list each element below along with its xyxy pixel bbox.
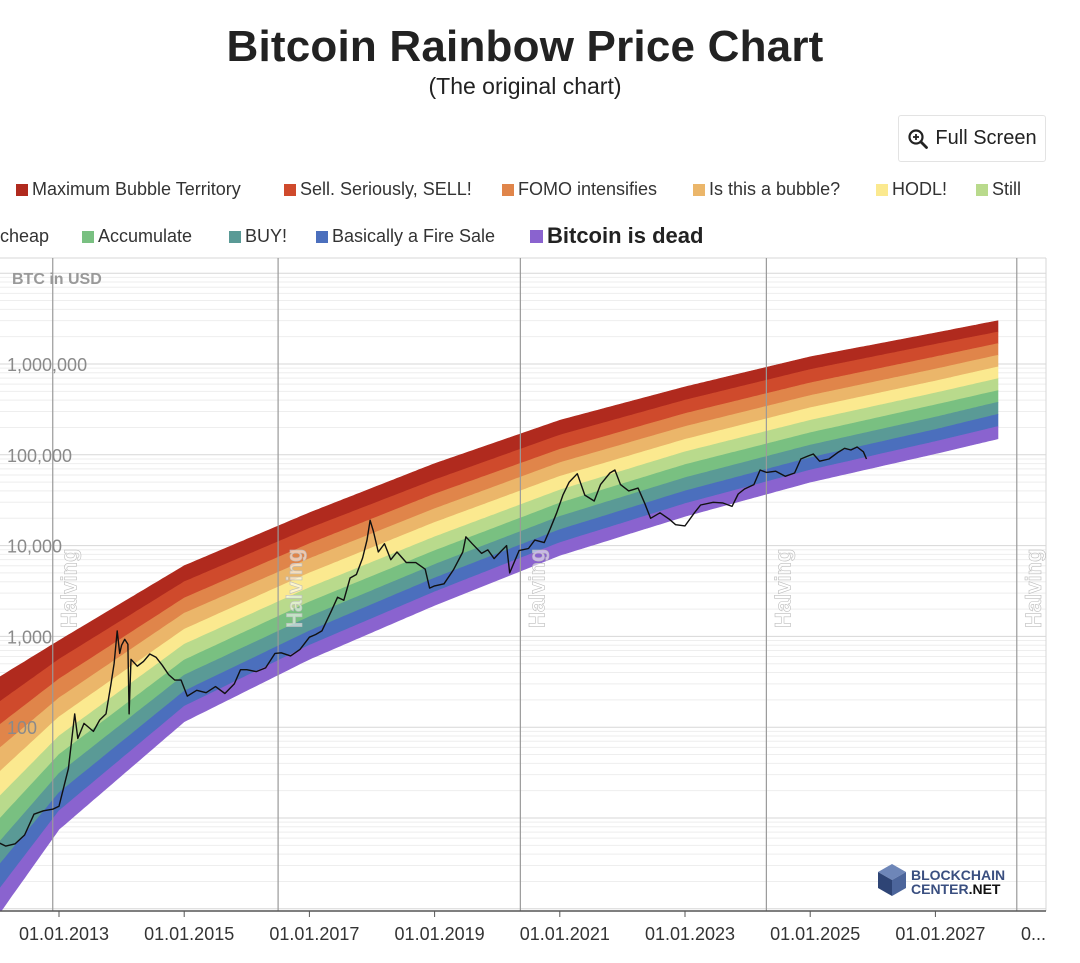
x-tick-label: 01.01.2019: [395, 924, 485, 944]
logo-text-line1: BLOCKCHAIN: [911, 867, 1005, 883]
legend-label: FOMO intensifies: [518, 179, 658, 199]
logo-cube-face: [892, 872, 906, 896]
halving-label: Halving: [1021, 549, 1046, 628]
legend-label: Bitcoin is dead: [547, 223, 704, 248]
page-title: Bitcoin Rainbow Price Chart: [226, 22, 824, 71]
halving-label: Halving: [524, 549, 549, 628]
full-screen-button[interactable]: Full Screen: [898, 115, 1046, 162]
logo-cube-face: [878, 872, 892, 896]
x-tick-label: 01.01.2021: [520, 924, 610, 944]
legend-swatch: [693, 183, 705, 196]
legend-item-still-cheap-continued[interactable]: cheap: [0, 226, 49, 247]
y-tick-label: 100: [7, 718, 37, 738]
x-tick-label: 0...: [1021, 924, 1046, 944]
legend-item-bitcoin-dead[interactable]: Bitcoin is dead: [530, 223, 703, 249]
legend-item-fire-sale[interactable]: Basically a Fire Sale: [316, 226, 495, 247]
legend-item-maximum-bubble[interactable]: Maximum Bubble Territory: [16, 179, 241, 200]
legend-swatch: [502, 183, 514, 196]
legend-swatch: [82, 230, 94, 243]
legend-swatch: [876, 183, 888, 196]
y-tick-label: 1,000,000: [7, 355, 87, 375]
y-axis-title: BTC in USD: [12, 271, 102, 288]
halving-label: Halving: [57, 549, 82, 628]
x-tick-label: 01.01.2027: [895, 924, 985, 944]
legend-swatch: [229, 230, 241, 243]
full-screen-label: Full Screen: [935, 127, 1037, 149]
zoom-in-icon: [908, 128, 929, 149]
legend-item-bubble[interactable]: Is this a bubble?: [693, 179, 840, 200]
halving-label: Halving: [282, 549, 307, 628]
legend-item-still-cheap[interactable]: Still: [976, 179, 1021, 200]
legend-label: Maximum Bubble Territory: [32, 179, 241, 199]
legend-swatch: [976, 183, 988, 196]
legend-label: BUY!: [245, 226, 288, 246]
legend-label: HODL!: [892, 179, 948, 199]
legend-label: cheap: [0, 226, 50, 246]
legend-label: Still: [992, 179, 1022, 199]
legend-label: Is this a bubble?: [709, 179, 841, 199]
logo-text-line2: CENTER.NET: [911, 881, 1001, 897]
legend-swatch: [284, 183, 296, 196]
legend-item-hodl[interactable]: HODL!: [876, 179, 947, 200]
legend-swatch: [530, 229, 543, 243]
legend-swatch: [16, 183, 28, 196]
halving-label: Halving: [770, 549, 795, 628]
btc-price-line: [0, 446, 868, 847]
x-tick-label: 01.01.2015: [144, 924, 234, 944]
page-subtitle: (The original chart): [428, 73, 622, 99]
y-tick-label: 10,000: [7, 537, 62, 557]
rainbow-bands: [0, 320, 999, 911]
legend-item-fomo[interactable]: FOMO intensifies: [502, 179, 657, 200]
legend-item-buy[interactable]: BUY!: [229, 226, 287, 247]
x-tick-label: 01.01.2017: [269, 924, 359, 944]
legend-label: Accumulate: [98, 226, 193, 246]
x-tick-label: 01.01.2013: [19, 924, 109, 944]
y-tick-label: 100,000: [7, 446, 72, 466]
legend-item-accumulate[interactable]: Accumulate: [82, 226, 192, 247]
legend-swatch: [316, 230, 328, 243]
x-tick-label: 01.01.2023: [645, 924, 735, 944]
legend-label: Basically a Fire Sale: [332, 226, 496, 246]
x-tick-label: 01.01.2025: [770, 924, 860, 944]
band-bitcoin-is-dead: [0, 426, 999, 911]
y-tick-label: 1,000: [7, 627, 52, 647]
legend-label: Sell. Seriously, SELL!: [300, 179, 472, 199]
legend-item-sell[interactable]: Sell. Seriously, SELL!: [284, 179, 472, 200]
